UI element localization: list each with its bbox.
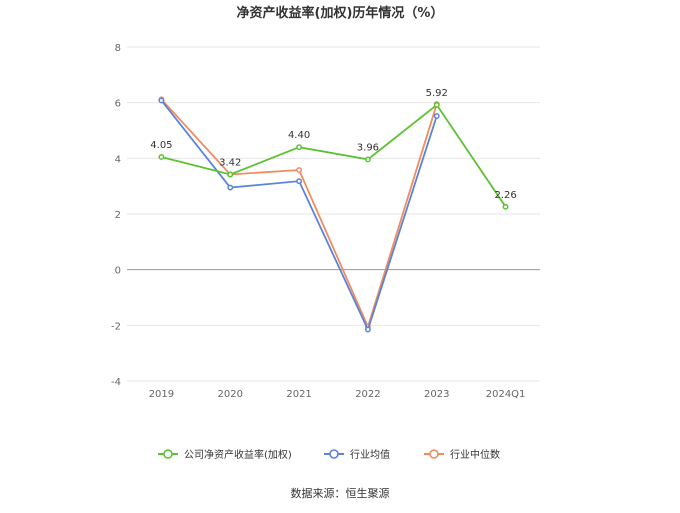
legend: 公司净资产收益率(加权) 行业均值 行业中位数 xyxy=(158,448,500,461)
data-label: 3.42 xyxy=(219,157,241,168)
data-point xyxy=(296,144,303,151)
legend-item: 公司净资产收益率(加权) xyxy=(158,448,292,461)
data-point xyxy=(364,156,371,163)
x-tick-label: 2023 xyxy=(424,389,449,400)
source-note: 数据来源：恒生聚源 xyxy=(291,486,390,500)
y-tick-label: -4 xyxy=(111,377,121,388)
data-point xyxy=(433,101,440,108)
data-point xyxy=(296,167,303,173)
legend-label: 行业中位数 xyxy=(450,448,500,461)
legend-marker xyxy=(163,449,173,459)
data-label: 4.40 xyxy=(288,130,310,141)
data-label: 2.26 xyxy=(494,190,516,201)
axes: 8 6 4 2 0 -2 -4 2019 2020 2021 2022 2023 2024Q1 xyxy=(111,43,540,400)
y-tick-label: -2 xyxy=(111,321,121,332)
y-tick-label: 0 xyxy=(115,266,121,277)
x-tick-label: 2020 xyxy=(218,389,243,400)
legend-item: 行业中位数 xyxy=(424,448,500,461)
series-layer xyxy=(158,96,509,333)
chart-title: 净资产收益率(加权)历年情况（%） xyxy=(237,5,444,21)
legend-marker xyxy=(429,449,439,459)
data-point xyxy=(227,184,234,191)
data-point xyxy=(433,113,440,119)
data-point xyxy=(502,203,509,210)
data-label: 4.05 xyxy=(150,140,172,151)
data-point xyxy=(296,178,303,185)
data-point xyxy=(227,171,234,178)
x-tick-label: 2021 xyxy=(286,389,311,400)
data-labels: 4.05 3.42 4.40 3.96 5.92 2.26 xyxy=(150,88,516,201)
legend-label: 公司净资产收益率(加权) xyxy=(184,448,292,461)
data-point xyxy=(158,153,165,160)
legend-marker xyxy=(329,449,339,459)
series-line-0 xyxy=(161,103,507,208)
data-label: 5.92 xyxy=(426,88,448,99)
data-point xyxy=(158,97,165,104)
grid-lines xyxy=(127,46,540,382)
x-tick-label: 2024Q1 xyxy=(486,389,526,400)
legend-label: 行业均值 xyxy=(350,448,390,461)
data-point xyxy=(364,326,371,333)
y-tick-label: 4 xyxy=(115,154,121,165)
data-label: 3.96 xyxy=(357,142,379,153)
x-tick-label: 2022 xyxy=(355,389,380,400)
legend-item: 行业均值 xyxy=(324,448,390,461)
y-tick-label: 6 xyxy=(115,99,121,110)
x-tick-label: 2019 xyxy=(149,389,174,400)
y-tick-label: 2 xyxy=(115,210,121,221)
y-tick-label: 8 xyxy=(115,43,121,54)
